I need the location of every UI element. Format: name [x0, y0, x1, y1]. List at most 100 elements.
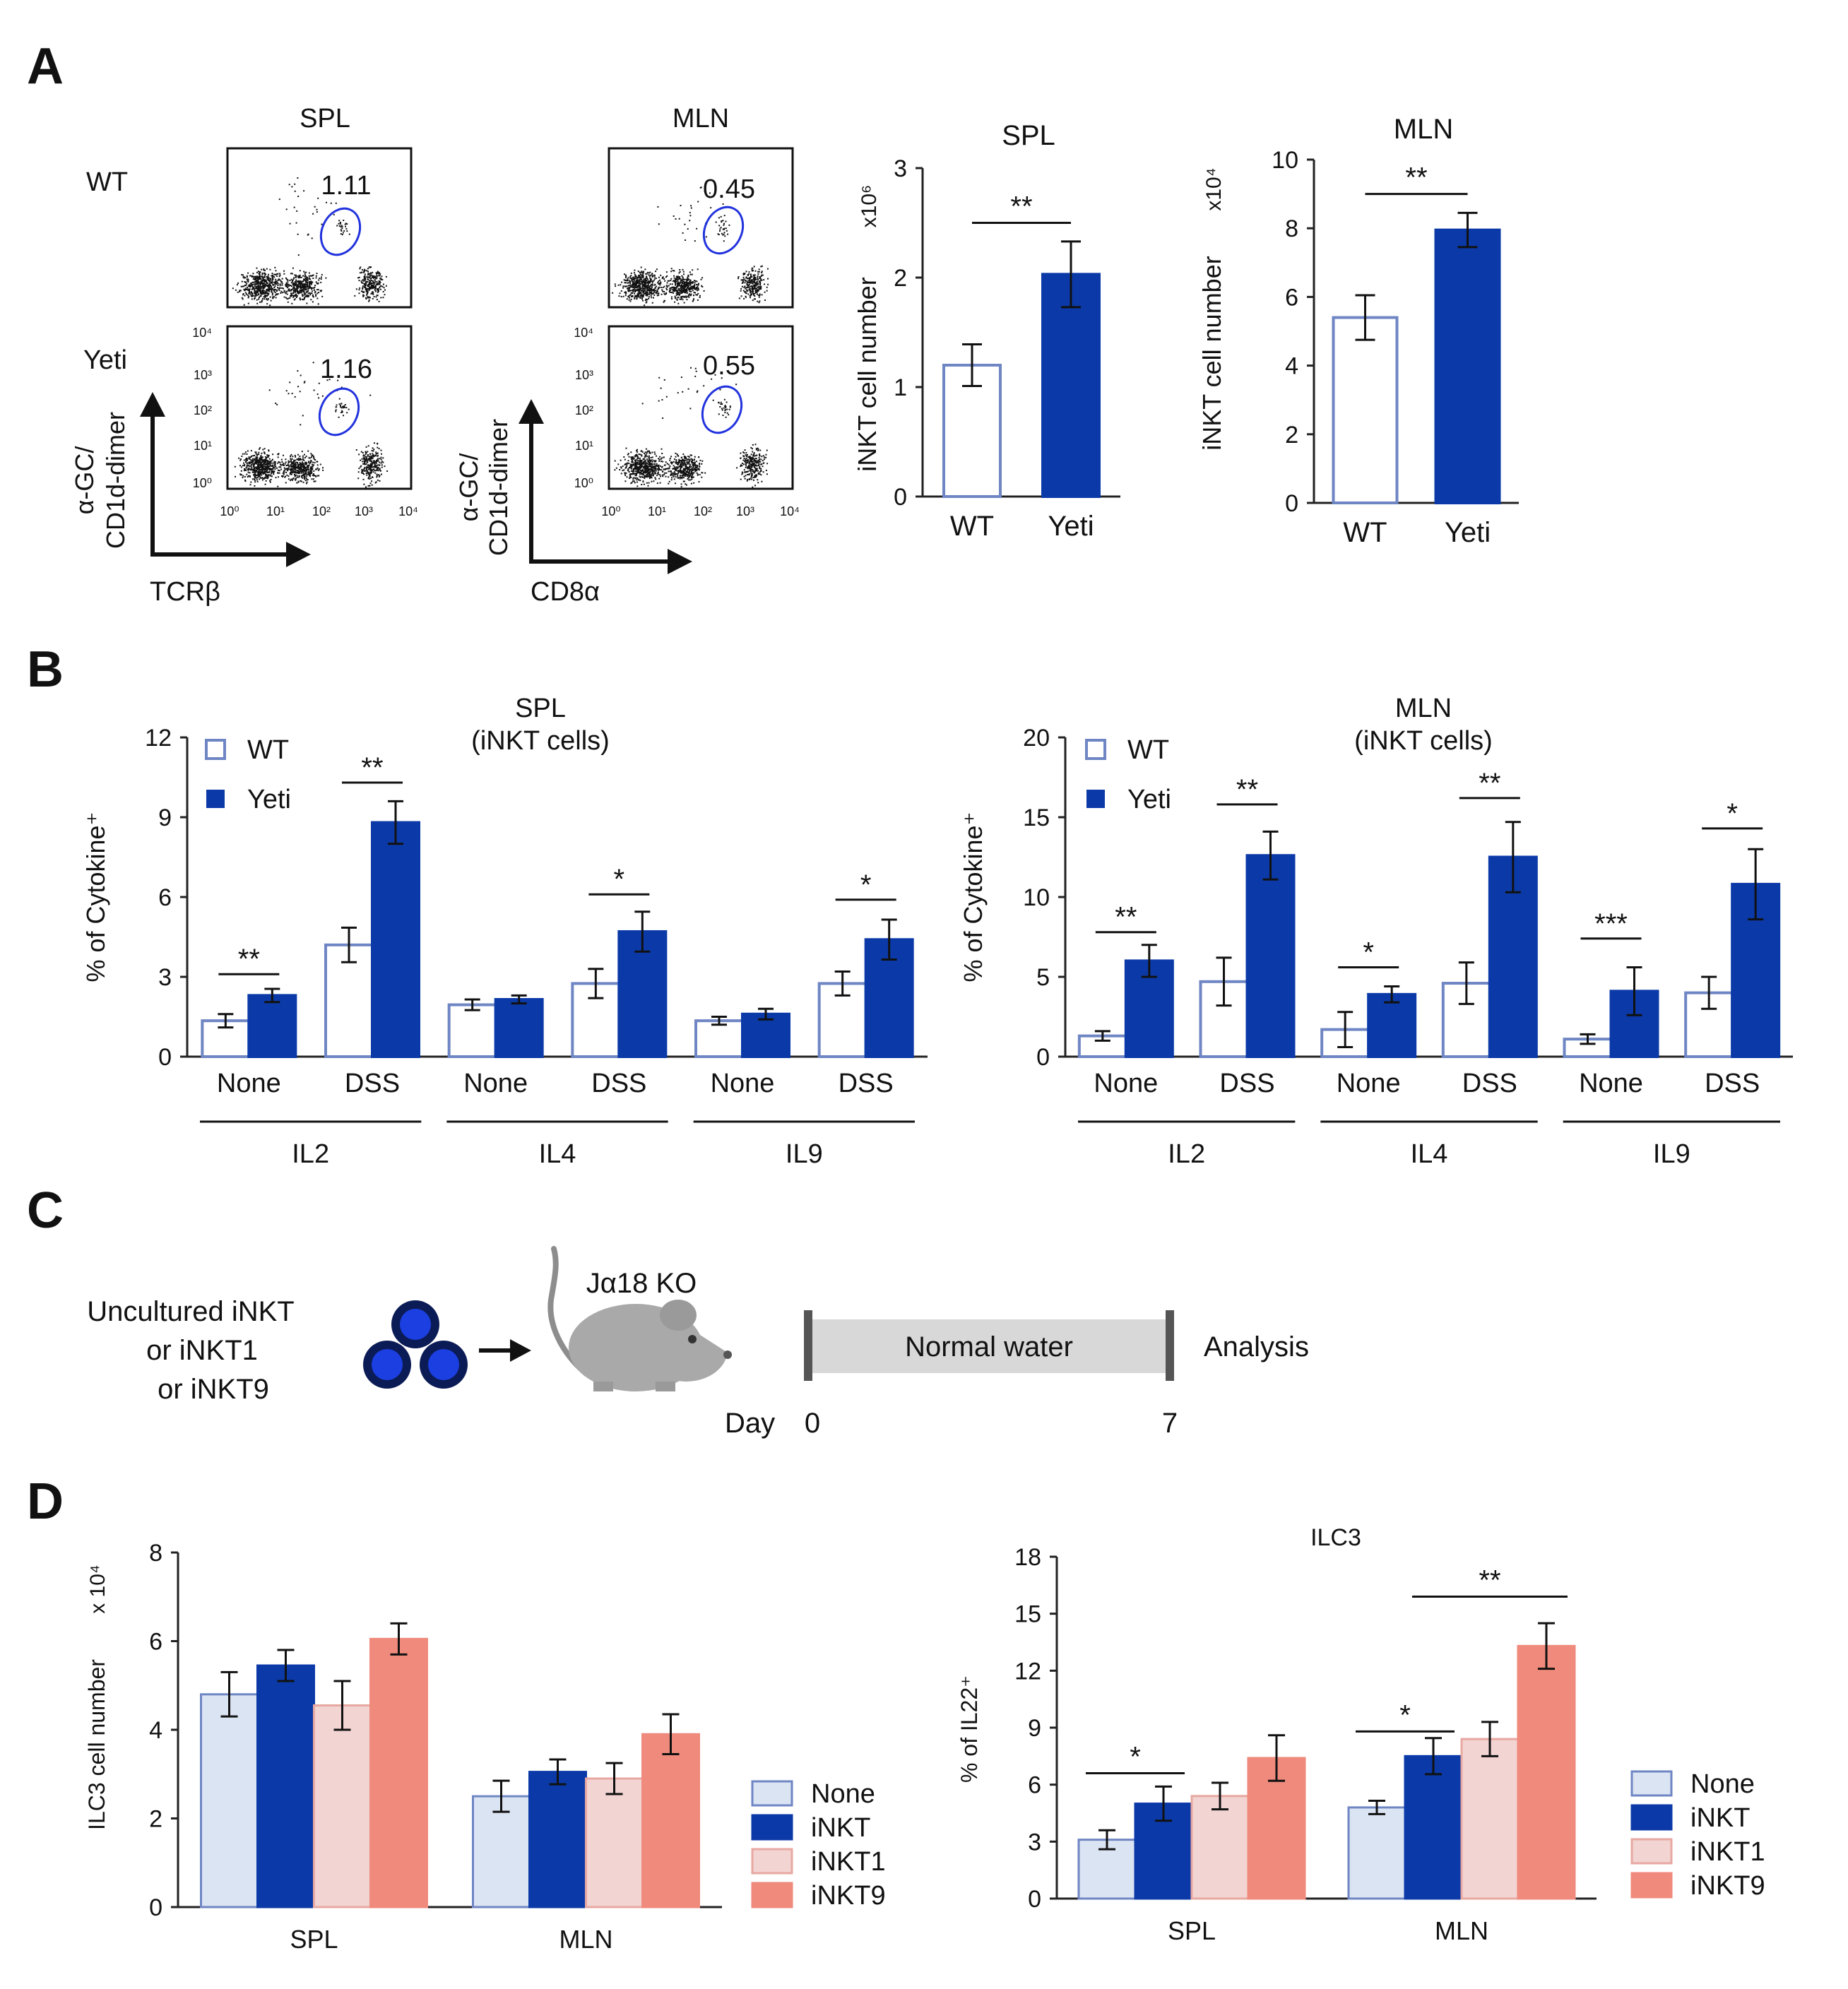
panel-label-d: D [27, 1473, 64, 1530]
legend-swatch-yeti [206, 790, 225, 808]
bar-wt [1077, 1034, 1127, 1058]
flow-y-label-spl-2: CD1d-dimer [101, 412, 130, 549]
bar-wt [694, 1019, 744, 1059]
flow-row-yeti: Yeti [83, 345, 127, 375]
x-tick-label: SPL [1168, 1916, 1216, 1945]
flow-ytick: 10³ [194, 368, 212, 382]
group-label: IL4 [539, 1139, 576, 1169]
bar-yeti [247, 994, 297, 1059]
flow-xtick: 10⁴ [780, 504, 800, 518]
treatment-label: Normal water [905, 1331, 1073, 1362]
chart-title: ILC3 [1310, 1524, 1361, 1551]
timeline-end-mark [1166, 1310, 1174, 1381]
y-tick-label: 1 [894, 374, 907, 401]
significance-stars: ** [1479, 768, 1500, 799]
legend-swatch-inkt1 [1630, 1838, 1673, 1865]
bar-inkt [1404, 1755, 1463, 1900]
transfer-arrowhead [510, 1339, 531, 1362]
legend-swatch-inkt9 [751, 1882, 793, 1908]
day-label: Day [725, 1408, 775, 1439]
panel-label-a: A [27, 38, 64, 95]
flow-y-label-mln-2: CD1d-dimer [484, 419, 513, 556]
y-axis-label: % of Cytokine⁺ [959, 812, 988, 982]
mouse-ear [660, 1300, 697, 1331]
y-tick-label: 0 [894, 484, 907, 511]
y-tick-label: 4 [1285, 353, 1298, 380]
chart-title: MLN [1394, 114, 1453, 145]
significance-stars: * [1399, 1699, 1411, 1730]
flow-ytick: 10⁰ [574, 476, 593, 490]
y-tick-label: 6 [1028, 1772, 1041, 1799]
group-label: IL9 [1653, 1139, 1690, 1169]
x-tick-label: DSS [591, 1069, 646, 1098]
y-axis-unit: x 10⁴ [86, 1565, 109, 1614]
flow-xtick: 10⁴ [398, 504, 418, 518]
legend-label-inkt: iNKT [1690, 1803, 1750, 1833]
bar-none [1347, 1806, 1406, 1900]
flow-spl-title: SPL [300, 104, 350, 133]
bar-yeti [371, 821, 420, 1058]
y-tick-label: 6 [1285, 284, 1298, 311]
legend-label-none: None [811, 1779, 875, 1809]
flow-ytick: 10⁴ [192, 326, 212, 340]
y-axis-unit: x10⁶ [858, 185, 881, 228]
bar-none [472, 1795, 531, 1908]
y-tick-label: 0 [1036, 1044, 1050, 1071]
recipient-label: Jα18 KO [586, 1268, 697, 1299]
donor-label-1: Uncultured iNKT [87, 1296, 294, 1327]
bar-inkt1 [313, 1704, 372, 1908]
y-tick-label: 2 [1285, 422, 1298, 449]
y-tick-label: 18 [1014, 1544, 1041, 1571]
flow-ytick: 10² [575, 403, 593, 417]
x-tick-label: WT [1343, 517, 1387, 548]
y-tick-label: 10 [1023, 884, 1050, 911]
bar-inkt [256, 1664, 315, 1908]
bar-yeti [1367, 992, 1417, 1058]
x-tick-label: None [1094, 1069, 1158, 1098]
legend-swatch-none [751, 1780, 793, 1807]
legend-swatch-wt [205, 739, 226, 760]
flow-ytick: 10¹ [194, 439, 212, 453]
significance-stars: * [860, 869, 872, 901]
legend-label-yeti: Yeti [247, 785, 291, 814]
y-tick-label: 6 [158, 884, 172, 911]
x-tick-label: DSS [345, 1069, 400, 1098]
legend-swatch-inkt9 [1630, 1872, 1673, 1899]
legend-label-none: None [1690, 1769, 1755, 1799]
day-start: 0 [805, 1408, 820, 1439]
significance-stars: ** [1115, 902, 1137, 933]
mouse-eye [688, 1335, 697, 1343]
flow-plots: SPL MLN WT Yeti 1.11 1.16 0.45 0.55 10⁴ … [70, 104, 800, 607]
schematic: Uncultured iNKT or iNKT1 or iNKT9 Jα18 K… [87, 1246, 1309, 1439]
bar-inkt1 [1190, 1795, 1250, 1900]
flow-x-label-mln: CD8α [531, 577, 600, 607]
panel-label-c: C [27, 1182, 64, 1239]
y-tick-label: 0 [1285, 490, 1298, 517]
gate-value-spl-yeti: 1.16 [320, 355, 372, 384]
y-tick-label: 3 [158, 964, 172, 991]
bar-none [200, 1693, 259, 1908]
legend-b-mln: WT Yeti [1085, 735, 1171, 814]
bar-yeti [1041, 273, 1101, 498]
y-axis-label: % of Cytokine⁺ [81, 812, 110, 982]
flow-y-label-mln-1: α-GC/ [454, 453, 483, 522]
flow-xtick: 10² [312, 504, 331, 518]
chart-subtitle: (iNKT cells) [1354, 726, 1493, 756]
chart-title: SPL [1002, 120, 1055, 151]
endpoint-label: Analysis [1204, 1331, 1309, 1362]
bar-inkt1 [585, 1777, 644, 1908]
bar-yeti [1434, 228, 1501, 504]
chart-d-count: 0 2 4 6 8 SPL MLN ILC3 cell number x 10⁴ [84, 1540, 722, 1954]
group-label: IL2 [1168, 1139, 1205, 1169]
bar-wt [1332, 316, 1399, 504]
x-tick-label: WT [950, 511, 994, 542]
y-tick-label: 4 [149, 1717, 162, 1744]
legend-b-spl: WT Yeti [205, 735, 291, 814]
significance-stars: * [1726, 798, 1738, 829]
legend-d-il22: None iNKT iNKT1 iNKT9 [1630, 1769, 1765, 1901]
x-tick-label: None [463, 1069, 528, 1098]
bar-yeti [741, 1012, 790, 1058]
gate-spl-wt [319, 207, 362, 256]
